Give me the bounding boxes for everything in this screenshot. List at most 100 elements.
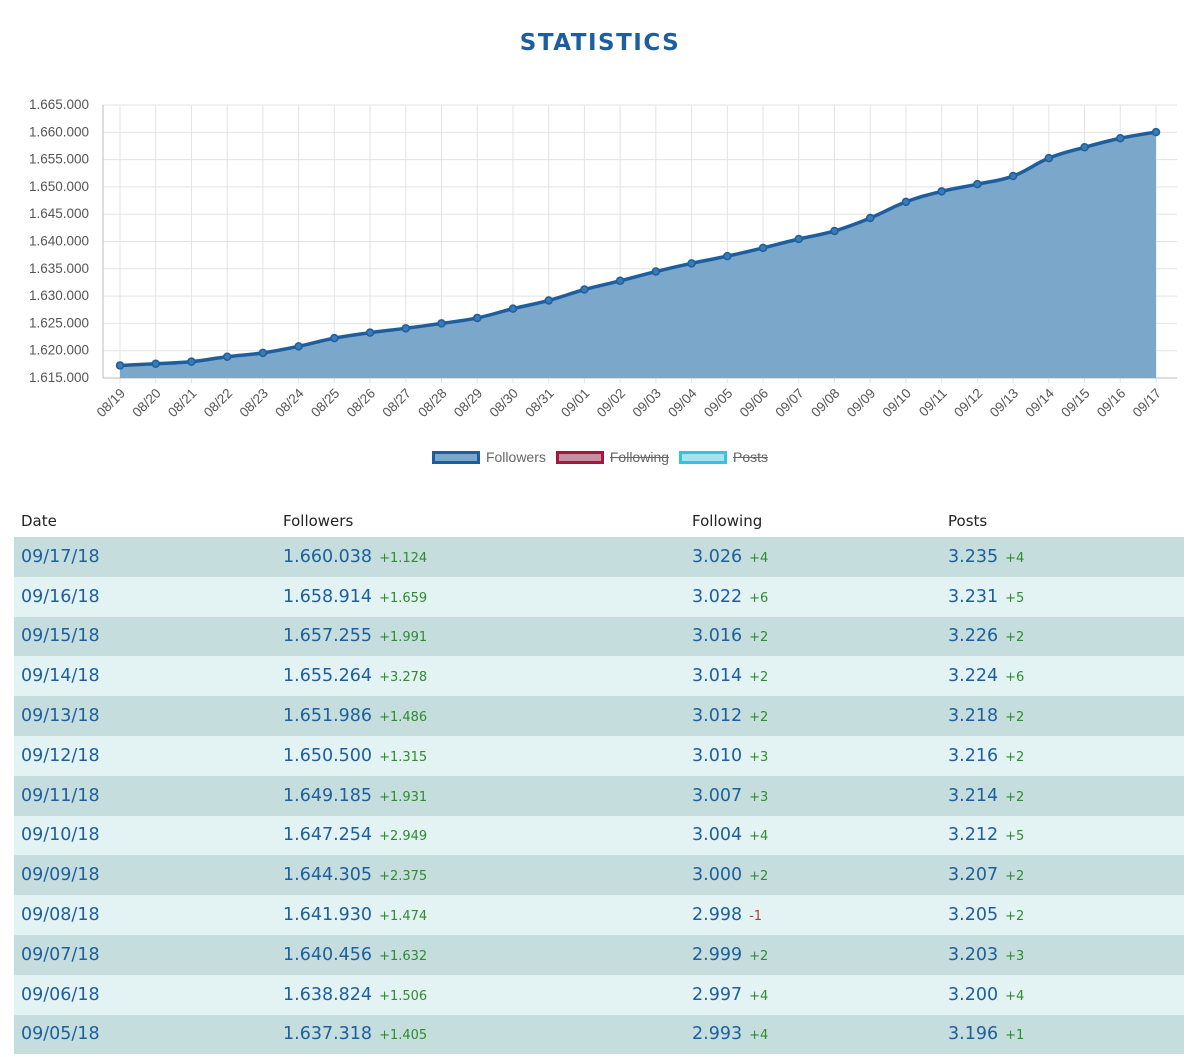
cell-following: 3.016 +2 <box>685 616 941 657</box>
followers-point <box>544 296 553 305</box>
followers-value: 1.655.264 <box>283 666 373 687</box>
followers-point <box>187 357 196 366</box>
legend-item-followers[interactable]: Followers <box>431 449 546 465</box>
date-value: 09/13/18 <box>21 706 100 727</box>
cell-posts: 3.216 +2 <box>941 735 1184 776</box>
cell-following: 2.998 -1 <box>685 895 941 935</box>
cell-following: 2.999 +2 <box>685 934 941 975</box>
statistics-table-container: Date Followers Following Posts 09/17/18 1… <box>14 505 1184 1055</box>
table-row: 09/14/18 1.655.264 +3.278 3.014 +2 3.224 +6 <box>14 656 1184 697</box>
legend-swatch-following <box>555 450 604 464</box>
posts-value: 3.218 <box>948 706 999 727</box>
followers-point <box>651 267 661 276</box>
followers-point <box>508 304 518 313</box>
header-date: Date <box>21 512 57 530</box>
following-value: 3.014 <box>692 666 743 687</box>
followers-point <box>580 285 589 294</box>
page-title: STATISTICS <box>519 30 681 56</box>
following-delta: +2 <box>749 869 769 885</box>
x-tick-label: 08/25 <box>308 386 343 421</box>
legend-label-posts: Posts <box>733 449 769 465</box>
posts-delta: +5 <box>1005 590 1025 606</box>
date-value: 09/16/18 <box>21 586 100 607</box>
table-row: 09/08/18 1.641.930 +1.474 2.998 -1 3.205 +2 <box>14 895 1184 935</box>
following-delta: +4 <box>749 1028 769 1044</box>
x-tick-label: 08/22 <box>201 386 236 421</box>
posts-value: 3.203 <box>948 944 999 965</box>
posts-delta: +2 <box>1005 909 1025 925</box>
legend-item-posts[interactable]: Posts <box>679 449 768 465</box>
cell-date: 09/10/18 <box>14 815 276 856</box>
cell-followers: 1.644.305 +2.375 <box>276 855 685 896</box>
x-tick-label: 09/17 <box>1130 386 1165 421</box>
followers-point <box>865 213 875 223</box>
followers-delta: +1.124 <box>379 550 428 566</box>
followers-point <box>437 319 446 328</box>
y-tick-label: 1.640.000 <box>29 234 89 249</box>
cell-followers: 1.640.456 +1.632 <box>276 934 685 975</box>
x-tick-label: 09/06 <box>737 386 772 421</box>
cell-followers: 1.649.185 +1.931 <box>276 775 685 816</box>
y-tick-label: 1.655.000 <box>29 152 89 167</box>
following-delta: +3 <box>749 789 769 805</box>
followers-value: 1.647.254 <box>283 825 373 846</box>
posts-delta: +4 <box>1005 550 1025 566</box>
legend-item-following[interactable]: Following <box>555 449 669 465</box>
y-tick-label: 1.635.000 <box>29 261 89 276</box>
x-tick-label: 08/19 <box>94 386 129 421</box>
x-tick-label: 08/23 <box>237 386 272 421</box>
posts-value: 3.205 <box>948 905 999 926</box>
cell-followers: 1.641.930 +1.474 <box>276 895 685 935</box>
date-value: 09/05/18 <box>21 1024 100 1045</box>
x-tick-label: 08/30 <box>487 386 522 421</box>
cell-date: 09/09/18 <box>14 855 276 896</box>
following-value: 2.997 <box>692 984 743 1005</box>
header-posts: Posts <box>948 512 988 530</box>
followers-area <box>120 132 1156 378</box>
posts-delta: +4 <box>1005 988 1025 1004</box>
x-tick-label: 09/01 <box>558 386 593 421</box>
followers-point <box>901 197 911 207</box>
x-tick-label: 09/07 <box>772 386 807 421</box>
table-row: 09/05/18 1.637.318 +1.405 2.993 +4 3.196 +1 <box>14 1014 1184 1055</box>
followers-value: 1.651.986 <box>283 706 373 727</box>
cell-following: 3.004 +4 <box>685 815 941 856</box>
cell-date: 09/05/18 <box>14 1014 276 1055</box>
x-tick-label: 09/11 <box>916 386 950 420</box>
followers-point <box>937 187 946 196</box>
cell-posts: 3.205 +2 <box>941 895 1184 935</box>
date-value: 09/08/18 <box>21 905 100 926</box>
followers-point <box>723 251 732 261</box>
cell-date: 09/11/18 <box>14 775 276 816</box>
followers-point <box>1044 153 1054 163</box>
posts-delta: +2 <box>1005 710 1025 726</box>
date-value: 09/10/18 <box>21 825 100 846</box>
followers-delta: +2.949 <box>379 829 428 845</box>
followers-point <box>151 359 160 369</box>
y-tick-label: 1.660.000 <box>29 124 89 139</box>
x-tick-label: 09/04 <box>665 385 700 420</box>
x-tick-label: 09/08 <box>808 386 843 421</box>
chart-legend: Followers Following Posts <box>0 449 1200 465</box>
followers-point <box>222 352 232 361</box>
followers-point <box>1008 171 1018 181</box>
cell-following: 3.007 +3 <box>685 775 941 816</box>
posts-value: 3.226 <box>948 626 999 647</box>
following-delta: +2 <box>749 710 769 726</box>
statistics-table: Date Followers Following Posts 09/17/18 1… <box>14 505 1184 1055</box>
followers-value: 1.660.038 <box>283 546 373 567</box>
legend-swatch-posts <box>679 450 728 464</box>
followers-point <box>794 234 804 244</box>
x-tick-label: 09/16 <box>1094 386 1129 421</box>
followers-point <box>294 342 303 351</box>
x-tick-label: 08/20 <box>129 386 164 421</box>
x-tick-label: 09/03 <box>629 386 664 421</box>
x-tick-label: 08/29 <box>451 386 486 421</box>
posts-delta: +2 <box>1005 789 1025 805</box>
following-delta: +4 <box>749 829 769 845</box>
cell-followers: 1.655.264 +3.278 <box>276 656 685 697</box>
cell-following: 3.022 +6 <box>685 576 941 617</box>
followers-delta: +1.991 <box>379 630 428 646</box>
cell-posts: 3.235 +4 <box>941 537 1184 577</box>
cell-posts: 3.203 +3 <box>941 934 1184 975</box>
